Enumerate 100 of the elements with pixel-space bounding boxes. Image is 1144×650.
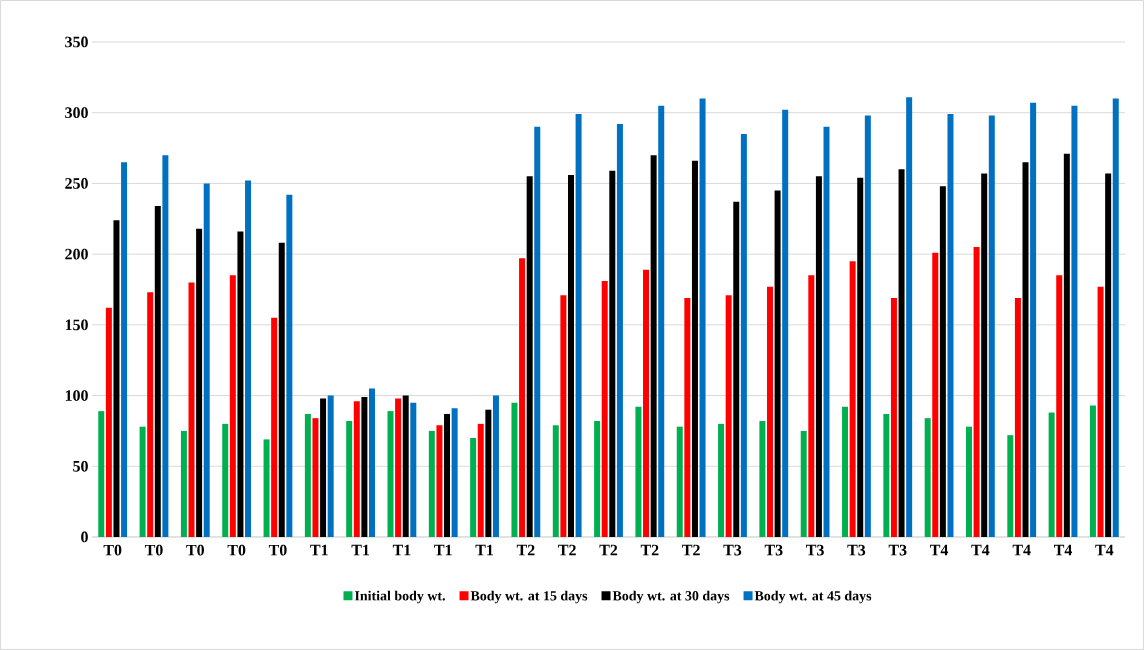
bar bbox=[808, 275, 815, 537]
bar bbox=[1030, 102, 1037, 537]
bar bbox=[353, 401, 360, 537]
bar bbox=[932, 252, 939, 537]
x-tick-label: T4 bbox=[930, 544, 949, 556]
bar bbox=[263, 439, 270, 537]
y-tick-label: 50 bbox=[73, 460, 88, 472]
bar bbox=[725, 295, 732, 537]
legend-label: Initial body wt. bbox=[354, 590, 445, 604]
bar bbox=[222, 423, 229, 537]
bar bbox=[650, 155, 657, 537]
bar bbox=[1097, 286, 1104, 537]
bar bbox=[815, 176, 822, 537]
bar bbox=[658, 105, 665, 537]
bar bbox=[180, 430, 187, 537]
y-tick-label: 250 bbox=[65, 178, 88, 189]
bar bbox=[939, 186, 946, 537]
bar bbox=[162, 155, 169, 537]
bar bbox=[320, 398, 327, 537]
bar bbox=[643, 269, 650, 537]
bar bbox=[1014, 297, 1021, 537]
x-tick-label: T1 bbox=[351, 544, 370, 556]
bar bbox=[368, 388, 375, 537]
bar bbox=[1105, 173, 1112, 537]
bar bbox=[511, 402, 518, 537]
bar bbox=[898, 169, 905, 537]
bar bbox=[519, 258, 526, 537]
y-tick-label: 350 bbox=[65, 36, 88, 48]
legend-label: Body wt. at 45 days bbox=[754, 590, 872, 604]
legend-label: Body wt. at 15 days bbox=[470, 590, 588, 604]
bar bbox=[594, 421, 601, 537]
bar bbox=[410, 402, 417, 537]
x-tick-label: T1 bbox=[310, 544, 328, 556]
bar bbox=[947, 114, 954, 537]
bar bbox=[609, 170, 616, 537]
y-tick-label: 300 bbox=[65, 107, 88, 119]
x-tick-label: T0 bbox=[103, 544, 122, 556]
bar bbox=[981, 173, 988, 537]
bar bbox=[782, 109, 789, 537]
bar bbox=[526, 176, 533, 537]
x-tick-label: T2 bbox=[682, 544, 700, 556]
bar bbox=[1048, 412, 1055, 537]
bar bbox=[733, 201, 740, 537]
x-tick-label: T0 bbox=[268, 544, 287, 556]
bar bbox=[973, 247, 980, 537]
x-tick-label: T1 bbox=[392, 544, 411, 556]
bar bbox=[105, 307, 112, 537]
bar bbox=[188, 282, 195, 537]
bar bbox=[361, 396, 368, 537]
bar bbox=[635, 406, 642, 537]
x-tick-label: T1 bbox=[434, 544, 452, 556]
bar bbox=[883, 413, 890, 537]
bar bbox=[436, 425, 443, 537]
bar bbox=[766, 286, 773, 537]
bar bbox=[278, 242, 285, 537]
x-tick-label: T3 bbox=[847, 544, 866, 556]
bar bbox=[1007, 435, 1014, 537]
x-tick-label: T0 bbox=[227, 544, 246, 556]
bar bbox=[387, 411, 394, 537]
bar bbox=[890, 297, 897, 537]
bar bbox=[699, 98, 706, 537]
bar bbox=[1071, 105, 1078, 537]
y-tick-label: 100 bbox=[65, 390, 88, 401]
bar bbox=[759, 421, 766, 537]
bar bbox=[113, 220, 120, 537]
bar bbox=[245, 180, 252, 537]
bar bbox=[286, 194, 293, 537]
bar bbox=[601, 281, 608, 537]
x-tick-label: T2 bbox=[640, 544, 659, 556]
bar bbox=[740, 133, 747, 537]
x-tick-label: T2 bbox=[558, 544, 576, 556]
x-tick-label: T1 bbox=[475, 544, 494, 556]
bar bbox=[492, 395, 499, 537]
x-tick-label: T3 bbox=[723, 544, 742, 556]
bar bbox=[444, 413, 451, 537]
x-tick-label: T4 bbox=[1095, 544, 1114, 556]
bar bbox=[98, 411, 105, 537]
bar bbox=[691, 160, 698, 537]
bar bbox=[229, 275, 236, 537]
bar bbox=[451, 408, 458, 537]
bar bbox=[1063, 153, 1070, 537]
bar bbox=[304, 413, 311, 537]
bar bbox=[924, 418, 931, 537]
bar bbox=[477, 423, 484, 537]
bar bbox=[534, 126, 541, 537]
bar bbox=[237, 231, 244, 537]
bar bbox=[906, 97, 913, 537]
legend-label: Body wt. at 30 days bbox=[612, 590, 730, 604]
bar bbox=[395, 398, 402, 537]
bar bbox=[965, 426, 972, 537]
y-tick-label: 150 bbox=[65, 319, 88, 331]
bar bbox=[684, 297, 691, 537]
bar bbox=[203, 183, 210, 537]
bar bbox=[842, 406, 849, 537]
bar bbox=[849, 261, 856, 537]
bar bbox=[121, 162, 128, 537]
bar bbox=[196, 228, 203, 537]
bar bbox=[552, 425, 559, 537]
bar bbox=[857, 177, 864, 537]
bar bbox=[470, 437, 477, 537]
